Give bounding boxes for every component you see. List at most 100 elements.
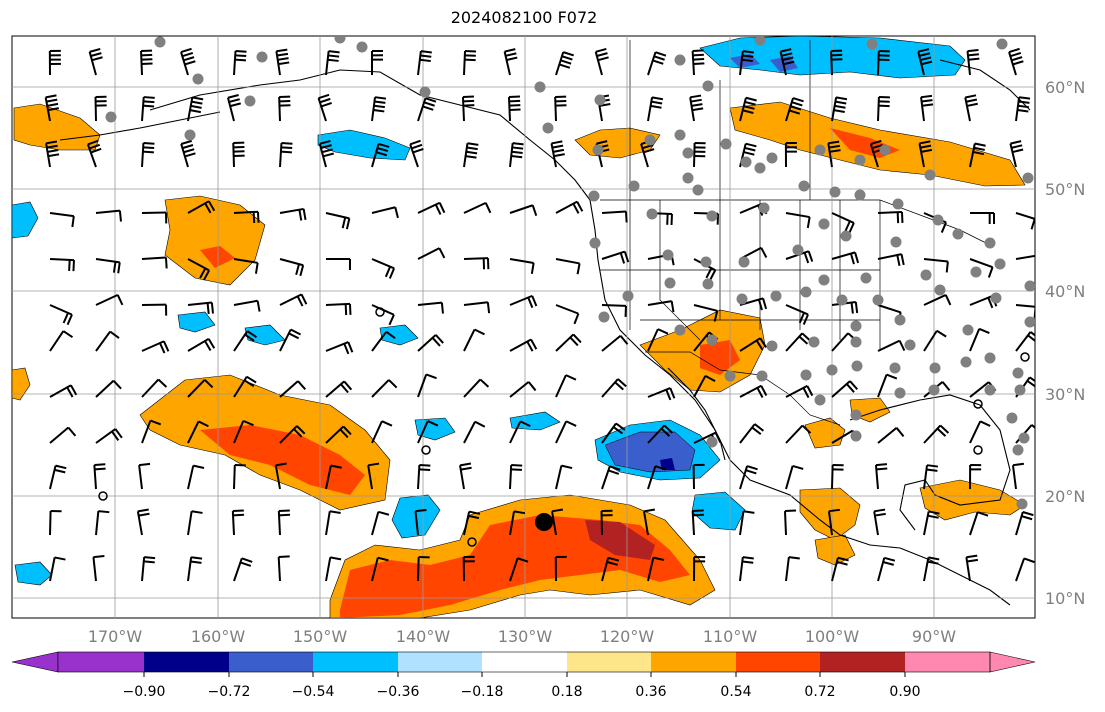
colorbar-extend-high: [989, 651, 1036, 673]
lon-label: 170°W: [88, 627, 143, 646]
wind-barb: [693, 556, 706, 582]
wind-barb: [279, 142, 293, 168]
station-dot: [872, 294, 884, 306]
wind-barb: [647, 300, 675, 313]
wind-barb: [877, 339, 906, 352]
wind-barb: [785, 464, 804, 490]
wind-barb: [831, 212, 855, 234]
wind-barb: [180, 47, 196, 76]
wind-barb: [647, 424, 674, 444]
station-dot: [700, 256, 712, 268]
wind-barb: [601, 422, 626, 444]
station-dot: [592, 144, 604, 156]
colorbar-label: 0.18: [551, 684, 582, 700]
station-dot: [818, 274, 830, 286]
wind-barb: [555, 51, 575, 76]
wind-barb: [317, 93, 332, 122]
anomaly-region: [177, 311, 216, 333]
station-dot: [720, 138, 732, 150]
wind-barb: [1015, 96, 1031, 122]
wind-barb: [371, 420, 393, 444]
storm-center-marker: [535, 513, 553, 531]
wind-barb: [318, 140, 335, 168]
wind-barb: [94, 95, 107, 122]
anomaly-region: [12, 367, 31, 401]
anomaly-region: [164, 195, 266, 286]
wind-barb: [920, 94, 934, 122]
station-dot: [589, 237, 601, 249]
station-dot: [814, 394, 826, 406]
wind-barb: [95, 293, 124, 306]
wind-barb: [95, 330, 120, 352]
colorbar-segment: [229, 652, 313, 672]
anomaly-region: [12, 201, 39, 239]
wind-barb: [874, 463, 888, 490]
wind-barb: [279, 293, 308, 307]
wind-barb: [417, 420, 439, 444]
wind-barb: [554, 95, 567, 122]
wind-barb: [923, 329, 947, 352]
wind-barb: [831, 251, 860, 265]
wind-barb: [417, 373, 437, 398]
wind-barb: [739, 556, 754, 582]
colorbar-segment: [567, 652, 651, 672]
wind-barb: [785, 556, 800, 582]
lat-label: 50°N: [1045, 180, 1085, 199]
wind-barb: [785, 424, 812, 444]
wind-barb: [877, 427, 905, 444]
station-dot: [756, 370, 768, 382]
station-dot: [952, 228, 964, 240]
wind-barb: [640, 139, 655, 168]
anomaly-region: [244, 324, 286, 346]
lon-label: 110°W: [703, 627, 758, 646]
wind-barb: [231, 509, 245, 536]
colorbar-segment: [651, 652, 736, 672]
wind-barb: [601, 378, 627, 398]
wind-barb: [923, 556, 940, 582]
wind-barb: [325, 302, 352, 316]
wind-barb: [783, 509, 797, 536]
wind-barb: [370, 49, 383, 76]
station-dot: [929, 362, 941, 374]
colorbar-segment: [313, 652, 398, 672]
wind-barb: [277, 555, 290, 582]
coastline-hudson: [939, 59, 1031, 111]
station-dot: [894, 387, 906, 399]
station-dot: [1012, 444, 1024, 456]
station-dot: [850, 336, 862, 348]
wind-barb: [463, 257, 490, 270]
wind-barb: [49, 330, 74, 352]
colorbar-label: 0.36: [635, 684, 666, 700]
station-dot: [990, 292, 1002, 304]
wind-barb: [923, 424, 950, 444]
wind-barb: [88, 47, 103, 76]
station-dot: [356, 41, 368, 53]
wind-barb: [509, 258, 535, 274]
wind-barb: [417, 556, 430, 582]
station-dot: [826, 364, 838, 376]
coastline-aleutians: [59, 111, 221, 141]
wind-barb: [275, 48, 290, 76]
wind-barb: [509, 204, 538, 216]
colorbar-label: 0.54: [720, 684, 751, 700]
station-dot: [960, 356, 972, 368]
wind-barb: [187, 464, 205, 490]
negative-anomaly-shading: [12, 36, 966, 586]
colorbar-segment: [398, 652, 482, 672]
colorbar: −0.90 −0.72 −0.54 −0.36 −0.18 0.18 0.36 …: [11, 651, 1036, 700]
wind-barb: [594, 47, 609, 76]
wind-barb: [923, 510, 940, 536]
wind-barb: [277, 509, 291, 536]
station-dot: [628, 180, 640, 192]
station-dot: [646, 208, 658, 220]
wind-barb: [414, 508, 427, 536]
station-dot: [192, 73, 204, 85]
wind-barb: [141, 378, 168, 398]
lon-label: 150°W: [293, 627, 348, 646]
lat-label: 40°N: [1045, 282, 1085, 301]
station-dot: [594, 94, 606, 106]
station-dot: [154, 36, 166, 48]
map-panel: [11, 35, 1036, 619]
wind-barb: [923, 258, 949, 273]
